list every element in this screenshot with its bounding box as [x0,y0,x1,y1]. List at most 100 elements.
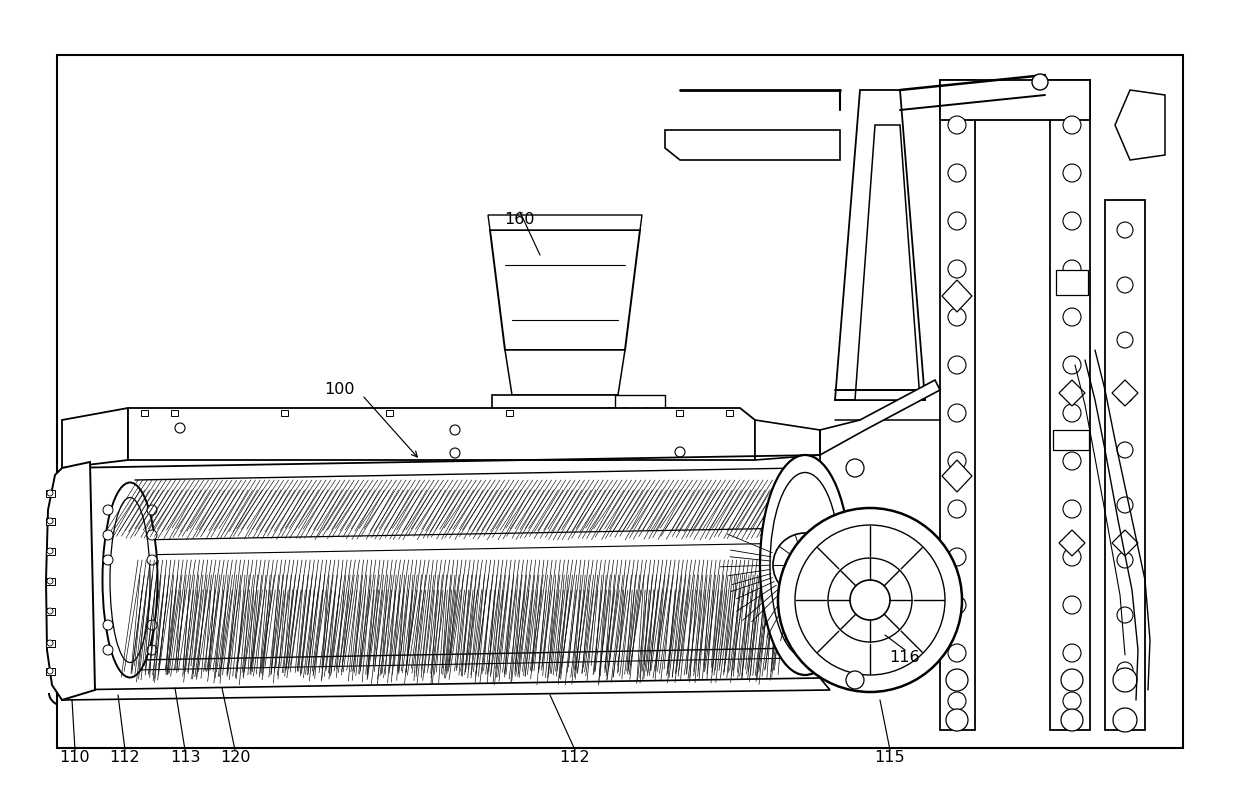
Polygon shape [755,420,820,460]
Polygon shape [940,80,975,730]
Bar [676,438,683,444]
Circle shape [148,645,157,655]
Bar [506,410,513,416]
Bar [46,640,55,647]
Circle shape [949,692,966,710]
Circle shape [949,404,966,422]
Bar [386,410,393,416]
Polygon shape [1059,530,1085,556]
Circle shape [103,505,113,515]
Circle shape [47,578,53,584]
Polygon shape [940,80,1090,120]
Circle shape [47,490,53,496]
Bar [615,395,665,409]
Polygon shape [128,408,755,460]
Polygon shape [62,678,830,700]
Bar [171,410,179,416]
Bar [742,438,748,444]
Circle shape [1117,222,1133,238]
Circle shape [148,505,157,515]
Circle shape [790,550,820,580]
Circle shape [656,448,663,456]
Circle shape [773,533,837,597]
Circle shape [949,356,966,374]
Circle shape [1117,442,1133,458]
Circle shape [1063,164,1081,182]
Text: 120: 120 [219,751,250,766]
Circle shape [946,709,968,731]
Circle shape [103,555,113,565]
Bar [46,490,55,497]
Circle shape [949,452,966,470]
Circle shape [682,414,718,450]
Circle shape [639,408,653,422]
Circle shape [946,669,968,691]
Circle shape [766,448,774,456]
Circle shape [746,448,754,456]
Bar [676,410,683,416]
Text: 100: 100 [325,383,355,397]
Circle shape [1117,607,1133,623]
Circle shape [1117,387,1133,403]
Bar [46,578,55,585]
Circle shape [1032,74,1048,90]
Circle shape [1063,452,1081,470]
Circle shape [1117,552,1133,568]
Circle shape [949,500,966,518]
Circle shape [103,620,113,630]
Circle shape [675,447,684,457]
Circle shape [47,640,53,646]
Polygon shape [665,130,839,160]
Circle shape [1061,709,1083,731]
Circle shape [949,308,966,326]
Circle shape [846,671,864,689]
Polygon shape [489,215,642,230]
Circle shape [949,212,966,230]
Bar [141,410,148,416]
Circle shape [777,508,962,692]
Polygon shape [820,380,940,455]
Circle shape [1117,277,1133,293]
Circle shape [47,668,53,674]
Polygon shape [505,350,625,395]
Polygon shape [942,460,972,492]
Bar [656,438,663,444]
Polygon shape [1059,380,1085,406]
Circle shape [1063,356,1081,374]
Circle shape [636,448,644,456]
Circle shape [47,608,53,614]
Circle shape [148,530,157,540]
Circle shape [689,422,711,442]
Circle shape [47,518,53,524]
Text: 160: 160 [505,213,536,228]
Circle shape [1063,404,1081,422]
Circle shape [949,548,966,566]
Polygon shape [1112,380,1138,406]
Bar [46,668,55,675]
Circle shape [949,260,966,278]
Circle shape [949,116,966,134]
Bar [46,518,55,525]
Text: 116: 116 [889,650,920,665]
Bar [636,438,644,444]
Ellipse shape [760,455,849,675]
Ellipse shape [770,473,839,657]
Bar [1053,430,1089,450]
Circle shape [1063,212,1081,230]
Circle shape [949,644,966,662]
Polygon shape [1112,530,1138,556]
Bar [1056,270,1087,295]
Circle shape [1063,260,1081,278]
Polygon shape [942,280,972,312]
Polygon shape [492,395,618,460]
Circle shape [1117,662,1133,678]
Text: 112: 112 [109,751,140,766]
Circle shape [103,530,113,540]
Ellipse shape [103,482,157,677]
Text: 110: 110 [60,751,91,766]
Polygon shape [1105,200,1145,730]
Text: 115: 115 [874,751,905,766]
Circle shape [795,525,945,675]
Bar [715,438,723,444]
Circle shape [1063,116,1081,134]
